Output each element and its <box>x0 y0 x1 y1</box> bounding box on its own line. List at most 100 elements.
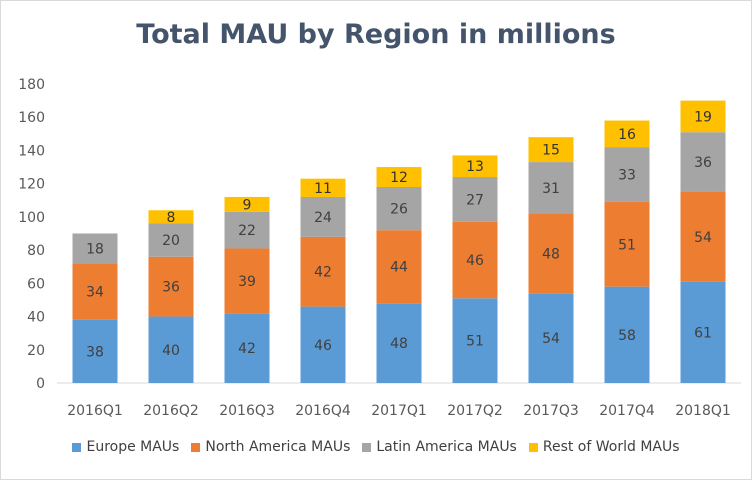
x-tick-label: 2017Q1 <box>371 403 427 419</box>
bar-segment <box>148 210 194 224</box>
data-label: 20 <box>162 233 180 249</box>
bar-segment <box>680 132 726 192</box>
bar-segment <box>72 319 118 383</box>
data-label: 31 <box>542 181 560 197</box>
bar-segment <box>680 191 726 282</box>
data-label: 48 <box>542 246 560 262</box>
y-tick-label: 80 <box>27 243 45 259</box>
y-tick-label: 20 <box>27 343 45 359</box>
x-tick-label: 2016Q3 <box>219 403 275 419</box>
bar-segment <box>148 316 194 383</box>
bar-segment <box>452 298 498 383</box>
data-label: 27 <box>466 192 484 208</box>
data-label: 61 <box>694 325 712 341</box>
data-label: 13 <box>466 159 484 175</box>
bar-segment <box>148 256 194 317</box>
bar-segment <box>452 155 498 178</box>
bar-segment <box>224 196 270 212</box>
legend-label: Latin America MAUs <box>376 439 517 455</box>
y-tick-label: 180 <box>18 77 45 93</box>
data-label: 42 <box>314 265 332 281</box>
data-label: 54 <box>694 230 712 246</box>
data-label: 22 <box>238 223 256 239</box>
bar-segment <box>528 137 574 163</box>
data-label: 58 <box>618 328 636 344</box>
bar-segment <box>376 186 422 231</box>
x-tick-label: 2017Q2 <box>447 403 503 419</box>
data-label: 51 <box>618 237 636 253</box>
legend-swatch <box>191 442 201 452</box>
bar-segment <box>528 213 574 294</box>
bar-segment <box>376 167 422 187</box>
bar-segment <box>148 223 194 257</box>
bar-segment <box>528 162 574 214</box>
data-label: 40 <box>162 343 180 359</box>
data-label: 54 <box>542 331 560 347</box>
legend-item: Rest of World MAUs <box>528 439 680 455</box>
legend-swatch <box>362 442 372 452</box>
legend-item: Europe MAUs <box>72 439 179 455</box>
legend-item: North America MAUs <box>191 439 350 455</box>
y-tick-label: 140 <box>18 143 45 159</box>
bar-segment <box>604 286 650 383</box>
data-label: 9 <box>243 197 252 213</box>
x-tick-label: 2016Q1 <box>67 403 123 419</box>
data-label: 15 <box>542 143 560 159</box>
data-label: 36 <box>162 280 180 296</box>
data-label: 46 <box>466 253 484 269</box>
data-label: 11 <box>314 181 332 197</box>
data-label: 42 <box>238 341 256 357</box>
y-tick-label: 60 <box>27 276 45 292</box>
bar-segment <box>680 281 726 383</box>
legend-label: Rest of World MAUs <box>542 439 680 455</box>
data-label: 18 <box>86 241 104 257</box>
legend-item: Latin America MAUs <box>362 439 517 455</box>
y-tick-label: 0 <box>36 376 45 392</box>
data-label: 44 <box>390 260 408 276</box>
bar-segment <box>300 178 346 197</box>
bar-segment <box>528 293 574 383</box>
x-tick-label: 2018Q1 <box>675 403 731 419</box>
data-label: 36 <box>694 155 712 171</box>
bar-segment <box>224 211 270 249</box>
y-tick-label: 160 <box>18 110 45 126</box>
data-label: 39 <box>238 274 256 290</box>
bar-segment <box>452 177 498 222</box>
y-tick-label: 40 <box>27 310 45 326</box>
legend-label: North America MAUs <box>205 439 351 455</box>
bar-segment <box>604 120 650 148</box>
data-label: 51 <box>466 334 484 350</box>
x-tick-label: 2016Q2 <box>143 403 199 419</box>
y-tick-label: 100 <box>18 210 45 226</box>
bar-segment <box>604 201 650 287</box>
data-label: 34 <box>86 285 104 301</box>
bar-segment <box>376 230 422 304</box>
bar-segment <box>604 147 650 202</box>
x-tick-label: 2016Q4 <box>295 403 351 419</box>
legend: Europe MAUs North America MAUs Latin Ameri… <box>1 439 751 455</box>
x-tick-label: 2017Q3 <box>523 403 579 419</box>
legend-swatch <box>528 442 538 452</box>
bar-segment <box>300 306 346 383</box>
bar-segment <box>376 303 422 383</box>
x-tick-label: 2017Q4 <box>599 403 655 419</box>
data-label: 48 <box>390 336 408 352</box>
data-label: 8 <box>167 210 176 226</box>
legend-swatch <box>72 442 82 452</box>
bar-segment <box>452 221 498 299</box>
data-label: 24 <box>314 210 332 226</box>
data-label: 19 <box>694 109 712 125</box>
bar-segment <box>72 263 118 320</box>
bar-segment <box>224 313 270 383</box>
data-label: 46 <box>314 338 332 354</box>
bar-segment <box>72 233 118 264</box>
data-label: 38 <box>86 344 104 360</box>
legend-label: Europe MAUs <box>86 439 180 455</box>
bar-segment <box>300 196 346 237</box>
chart-title: Total MAU by Region in millions <box>136 19 616 50</box>
data-label: 12 <box>390 170 408 186</box>
y-tick-label: 120 <box>18 177 45 193</box>
data-label: 26 <box>390 202 408 218</box>
